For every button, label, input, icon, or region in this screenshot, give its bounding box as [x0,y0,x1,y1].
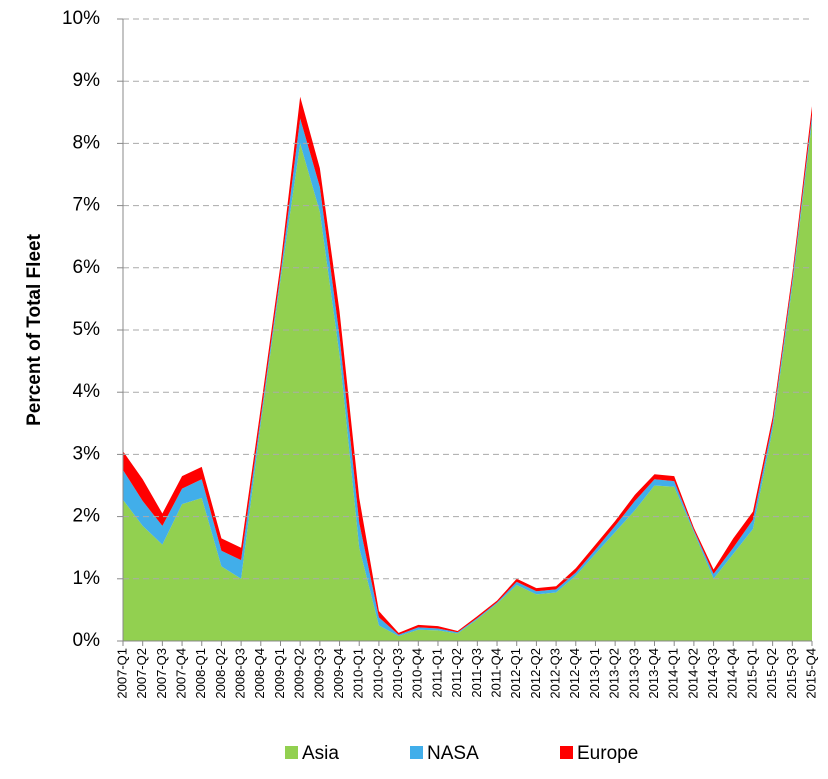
x-tick-label: 2015-Q3 [784,648,799,699]
area-0 [123,121,812,641]
x-tick-label: 2007-Q1 [114,648,129,699]
area-1 [123,115,812,637]
x-tick-label: 2011-Q4 [488,648,503,698]
x-tick-label: 2012-Q2 [528,648,543,699]
x-tick-label: 2012-Q4 [567,648,582,699]
x-tick-label: 2014-Q1 [666,648,681,699]
y-tick-label: 6% [73,257,101,278]
y-tick-label: 7% [73,195,101,216]
x-tick-label: 2008-Q2 [213,648,228,699]
y-tick-label: 3% [73,443,101,464]
x-tick-label: 2010-Q4 [410,648,425,699]
x-tick-label: 2015-Q4 [803,648,818,699]
y-tick-label: 5% [73,319,101,340]
x-tick-label: 2007-Q3 [154,648,169,699]
legend-label: Europe [577,743,638,764]
x-tick-label: 2012-Q1 [508,648,523,699]
x-tick-label: 2009-Q1 [272,648,287,699]
x-tick-label: 2011-Q3 [469,648,484,698]
x-tick-label: 2009-Q3 [311,648,326,699]
x-tick-label: 2013-Q4 [646,648,661,699]
x-tick-label: 2011-Q2 [449,648,464,698]
y-tick-label: 9% [73,70,101,91]
legend-swatch [285,746,298,759]
legend-label: Asia [302,743,339,764]
x-tick-label: 2013-Q3 [626,648,641,699]
y-tick-label: 2% [73,506,101,527]
y-axis-title: Percent of Total Fleet [24,233,45,425]
x-tick-label: 2014-Q3 [705,648,720,699]
x-tick-label: 2009-Q4 [331,648,346,699]
x-tick-label: 2008-Q4 [252,648,267,699]
y-tick-label: 1% [73,568,101,589]
x-tick-label: 2009-Q2 [292,648,307,699]
x-tick-label: 2013-Q1 [587,648,602,699]
x-tick-label: 2015-Q1 [744,648,759,699]
x-tick-label: 2011-Q1 [429,648,444,698]
legend-swatch [560,746,573,759]
y-tick-label: 8% [73,132,101,153]
x-tick-label: 2010-Q3 [390,648,405,699]
legend-label: NASA [427,743,479,764]
x-tick-label: 2014-Q4 [725,648,740,699]
x-tick-label: 2015-Q2 [764,648,779,699]
legend-swatch [410,746,423,759]
x-tick-label: 2008-Q1 [193,648,208,699]
x-tick-label: 2010-Q2 [370,648,385,699]
x-tick-label: 2012-Q3 [548,648,563,699]
x-tick-label: 2007-Q4 [173,648,188,699]
y-tick-label: 10% [62,8,100,29]
x-tick-label: 2007-Q2 [134,648,149,699]
x-tick-label: 2010-Q1 [351,648,366,699]
y-tick-label: 4% [73,381,101,402]
y-tick-label: 0% [73,630,101,651]
x-tick-label: 2013-Q2 [607,648,622,699]
x-tick-label: 2008-Q3 [233,648,248,699]
x-tick-label: 2014-Q2 [685,648,700,699]
